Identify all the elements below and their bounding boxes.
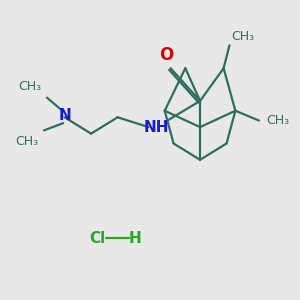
Text: CH₃: CH₃ bbox=[18, 80, 41, 93]
Text: CH₃: CH₃ bbox=[266, 114, 289, 127]
Text: CH₃: CH₃ bbox=[231, 30, 254, 43]
Text: NH: NH bbox=[143, 120, 169, 135]
Text: Cl: Cl bbox=[89, 231, 105, 246]
Text: N: N bbox=[58, 108, 71, 123]
Text: H: H bbox=[129, 231, 142, 246]
Text: CH₃: CH₃ bbox=[15, 135, 38, 148]
Text: O: O bbox=[159, 46, 173, 64]
